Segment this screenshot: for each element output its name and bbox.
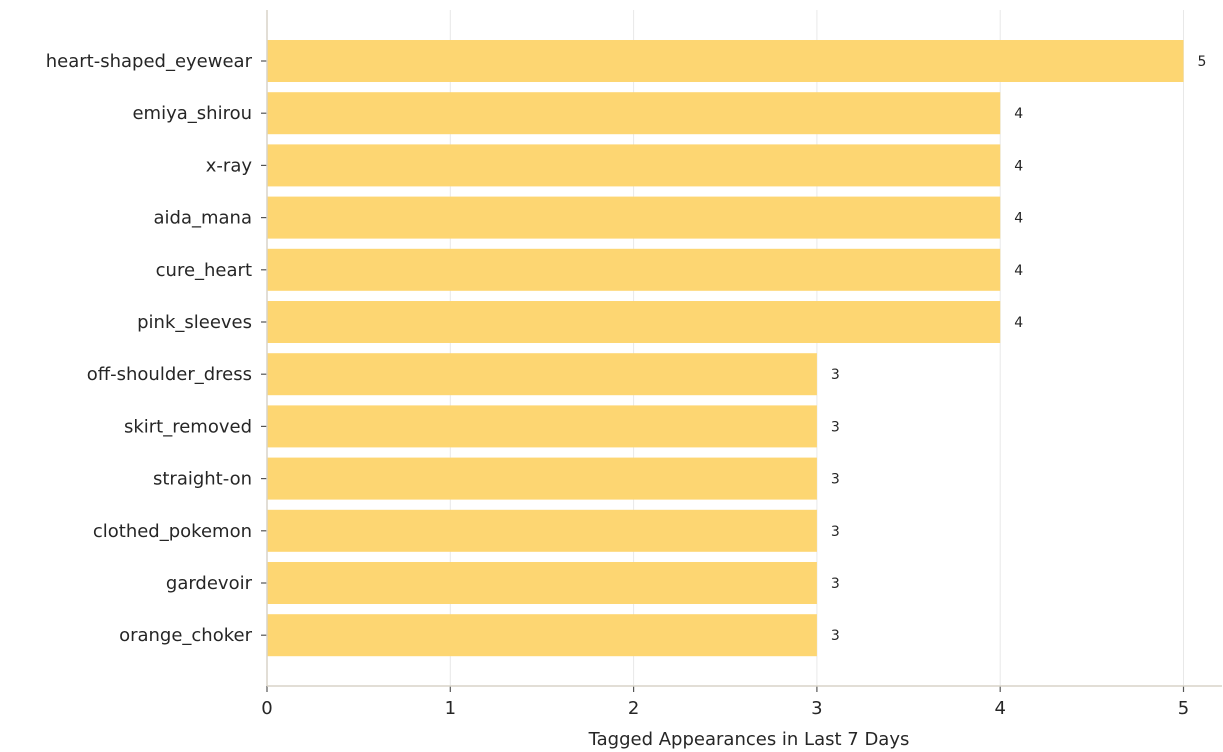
value-label-cure_heart: 4 <box>1014 263 1023 279</box>
bar-gardevoir <box>267 562 817 604</box>
value-label-straight-on: 3 <box>831 472 840 488</box>
category-label-orange_choker: orange_choker <box>119 625 253 646</box>
value-label-x-ray: 4 <box>1014 158 1023 174</box>
bar-orange_choker <box>267 614 817 657</box>
x-tick-labels: 0 1 2 3 4 5 <box>261 698 1189 719</box>
bar-aida_mana <box>267 196 1001 239</box>
category-label-x-ray: x-ray <box>206 155 253 176</box>
bar-pink_sleeves <box>267 301 1001 343</box>
x-tick-label-2: 2 <box>628 698 639 719</box>
value-label-orange_choker: 3 <box>831 628 840 644</box>
x-axis-title: Tagged Appearances in Last 7 Days <box>588 729 910 750</box>
value-label-off-shoulder_dress: 3 <box>831 367 840 383</box>
bar-emiya_shirou <box>267 92 1001 135</box>
value-label-emiya_shirou: 4 <box>1014 106 1023 122</box>
bar-skirt_removed <box>267 405 817 448</box>
bar-clothed_pokemon <box>267 509 817 552</box>
axes <box>261 10 1222 692</box>
category-label-skirt_removed: skirt_removed <box>124 416 252 437</box>
category-label-emiya_shirou: emiya_shirou <box>132 103 252 124</box>
value-label-clothed_pokemon: 3 <box>831 524 840 540</box>
x-tick-label-0: 0 <box>261 698 272 719</box>
bar-heart-shaped_eyewear <box>267 40 1184 82</box>
category-label-aida_mana: aida_mana <box>154 208 253 229</box>
value-label-gardevoir: 3 <box>831 576 840 592</box>
value-label-heart-shaped_eyewear: 5 <box>1198 54 1207 70</box>
category-label-off-shoulder_dress: off-shoulder_dress <box>87 364 252 385</box>
value-label-pink_sleeves: 4 <box>1014 315 1023 331</box>
category-label-heart-shaped_eyewear: heart-shaped_eyewear <box>46 51 253 72</box>
value-label-skirt_removed: 3 <box>831 419 840 435</box>
value-label-aida_mana: 4 <box>1014 211 1023 227</box>
bar-cure_heart <box>267 248 1001 291</box>
x-tick-label-4: 4 <box>994 698 1005 719</box>
bars <box>267 40 1184 657</box>
category-label-straight-on: straight-on <box>153 469 252 490</box>
category-label-clothed_pokemon: clothed_pokemon <box>93 521 252 542</box>
category-label-pink_sleeves: pink_sleeves <box>137 312 252 333</box>
value-labels: 5 4 4 4 4 4 3 3 3 3 3 3 <box>831 54 1207 644</box>
bar-straight-on <box>267 457 817 500</box>
category-label-cure_heart: cure_heart <box>156 260 252 281</box>
x-tick-label-3: 3 <box>811 698 822 719</box>
x-tick-label-5: 5 <box>1178 698 1189 719</box>
category-label-gardevoir: gardevoir <box>166 573 253 594</box>
bar-off-shoulder_dress <box>267 353 817 396</box>
x-tick-label-1: 1 <box>445 698 456 719</box>
category-labels: heart-shaped_eyewear emiya_shirou x-ray aid… <box>46 51 253 646</box>
bar-x-ray <box>267 144 1001 187</box>
